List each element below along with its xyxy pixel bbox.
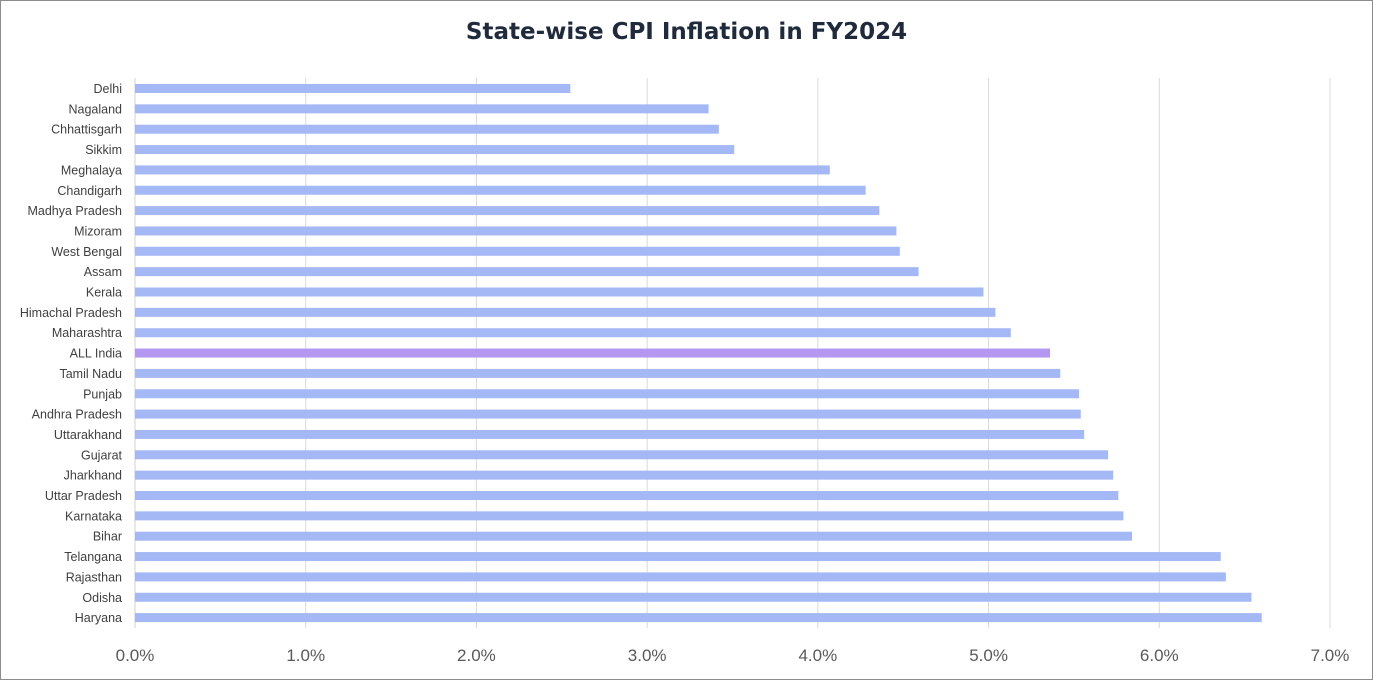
bar xyxy=(135,307,996,317)
category-label: Sikkim xyxy=(85,143,122,157)
bar xyxy=(135,348,1051,358)
category-labels: Delhi Nagaland Chhattisgarh Sikkim Meghalaya… xyxy=(20,82,123,625)
x-tick-label: 7.0% xyxy=(1311,646,1350,665)
category-label: Bihar xyxy=(93,530,122,544)
category-label: Meghalaya xyxy=(61,163,122,177)
x-tick-label: 3.0% xyxy=(628,646,667,665)
chart-title: State-wise CPI Inflation in FY2024 xyxy=(465,19,908,45)
category-label: Uttar Pradesh xyxy=(45,489,122,503)
bar xyxy=(135,450,1109,460)
bar xyxy=(135,287,984,297)
category-label: Rajasthan xyxy=(66,570,122,584)
category-label: ALL India xyxy=(70,347,122,361)
category-label: Tamil Nadu xyxy=(59,367,122,381)
category-label: Madhya Pradesh xyxy=(27,204,122,218)
category-label: Delhi xyxy=(94,82,123,96)
category-label: Telangana xyxy=(64,550,122,564)
bar xyxy=(135,267,919,277)
bar xyxy=(135,409,1081,419)
bar xyxy=(135,226,897,236)
bar xyxy=(135,165,830,175)
bar xyxy=(135,613,1262,623)
category-label: Assam xyxy=(84,265,122,279)
category-label: Jharkhand xyxy=(64,469,122,483)
bar xyxy=(135,145,735,155)
category-label: Punjab xyxy=(83,387,122,401)
category-label: Himachal Pradesh xyxy=(20,306,122,320)
bar xyxy=(135,511,1124,521)
category-label: West Bengal xyxy=(51,245,122,259)
x-tick-label: 5.0% xyxy=(969,646,1008,665)
bar xyxy=(135,389,1080,399)
x-tick-label: 0.0% xyxy=(116,646,155,665)
category-label: Andhra Pradesh xyxy=(32,408,122,422)
category-label: Kerala xyxy=(86,286,122,300)
bar xyxy=(135,206,880,216)
category-label: Chhattisgarh xyxy=(51,123,122,137)
bar xyxy=(135,470,1114,480)
category-label: Haryana xyxy=(75,611,122,625)
bar xyxy=(135,84,571,93)
x-tick-label: 4.0% xyxy=(798,646,837,665)
bars xyxy=(135,84,1262,623)
category-label: Nagaland xyxy=(68,102,122,116)
x-tick-label: 1.0% xyxy=(286,646,325,665)
x-tick-label: 6.0% xyxy=(1140,646,1179,665)
category-label: Gujarat xyxy=(81,448,123,462)
bar xyxy=(135,592,1252,602)
category-label: Chandigarh xyxy=(57,184,122,198)
category-label: Karnataka xyxy=(65,509,122,523)
x-axis-tick-labels: 0.0% 1.0% 2.0% 3.0% 4.0% 5.0% 6.0% 7.0% xyxy=(116,646,1350,665)
category-label: Maharashtra xyxy=(52,326,122,340)
bar xyxy=(135,531,1132,541)
bar xyxy=(135,185,866,195)
bar xyxy=(135,246,900,256)
bar xyxy=(135,368,1061,378)
bar xyxy=(135,328,1011,338)
category-label: Uttarakhand xyxy=(54,428,122,442)
bar xyxy=(135,491,1119,500)
x-tick-label: 2.0% xyxy=(457,646,496,665)
bar xyxy=(135,552,1221,562)
bar xyxy=(135,124,719,134)
bar xyxy=(135,572,1226,582)
bar xyxy=(135,104,709,114)
bar xyxy=(135,429,1085,439)
category-label: Mizoram xyxy=(74,224,122,238)
category-label: Odisha xyxy=(82,591,122,605)
